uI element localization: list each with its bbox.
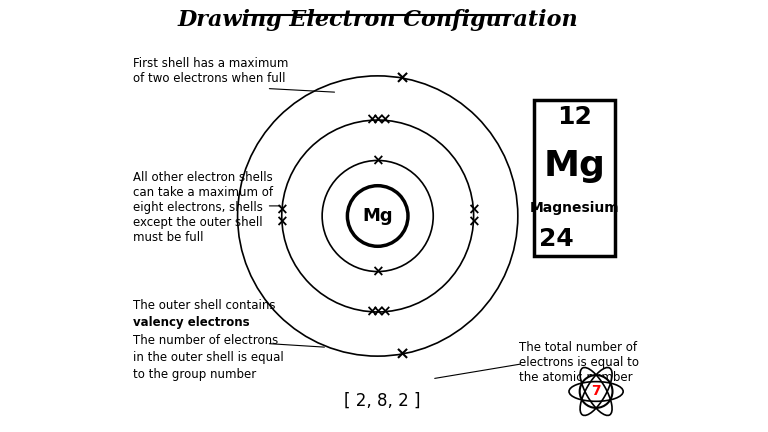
Text: Mg: Mg <box>362 207 393 225</box>
Text: ×: × <box>378 305 390 319</box>
Text: ×: × <box>371 264 384 279</box>
Text: ×: × <box>378 113 390 127</box>
Text: ×: × <box>371 113 384 127</box>
Text: valency electrons: valency electrons <box>133 317 250 330</box>
Text: All other electron shells
can take a maximum of
eight electrons, shells
except t: All other electron shells can take a max… <box>133 171 273 244</box>
Text: Magnesium: Magnesium <box>530 201 620 215</box>
Text: ×: × <box>395 345 409 363</box>
Text: Drawing Electron Configuration: Drawing Electron Configuration <box>177 9 578 31</box>
Text: ×: × <box>371 305 384 319</box>
Text: The total number of
electrons is equal to
the atomic number: The total number of electrons is equal t… <box>519 341 639 384</box>
FancyBboxPatch shape <box>535 100 615 257</box>
Text: First shell has a maximum
of two electrons when full: First shell has a maximum of two electro… <box>133 57 288 85</box>
Text: ×: × <box>395 69 409 87</box>
Text: ×: × <box>467 202 480 217</box>
Text: ×: × <box>467 215 480 230</box>
Text: [ 2, 8, 2 ]: [ 2, 8, 2 ] <box>345 391 421 409</box>
Text: 24: 24 <box>539 227 574 251</box>
Circle shape <box>580 375 613 408</box>
Text: ×: × <box>276 215 288 230</box>
Text: to the group number: to the group number <box>133 368 256 381</box>
Text: The number of electrons: The number of electrons <box>133 334 278 346</box>
Circle shape <box>347 186 408 246</box>
Text: The outer shell contains: The outer shell contains <box>133 299 275 312</box>
Text: ×: × <box>276 202 288 217</box>
Text: ×: × <box>365 113 378 127</box>
Text: 12: 12 <box>558 105 592 129</box>
Text: 7: 7 <box>591 384 601 398</box>
Text: ×: × <box>365 305 378 319</box>
Text: in the outer shell is equal: in the outer shell is equal <box>133 351 283 364</box>
Text: ×: × <box>371 153 384 168</box>
Text: Mg: Mg <box>544 149 605 182</box>
